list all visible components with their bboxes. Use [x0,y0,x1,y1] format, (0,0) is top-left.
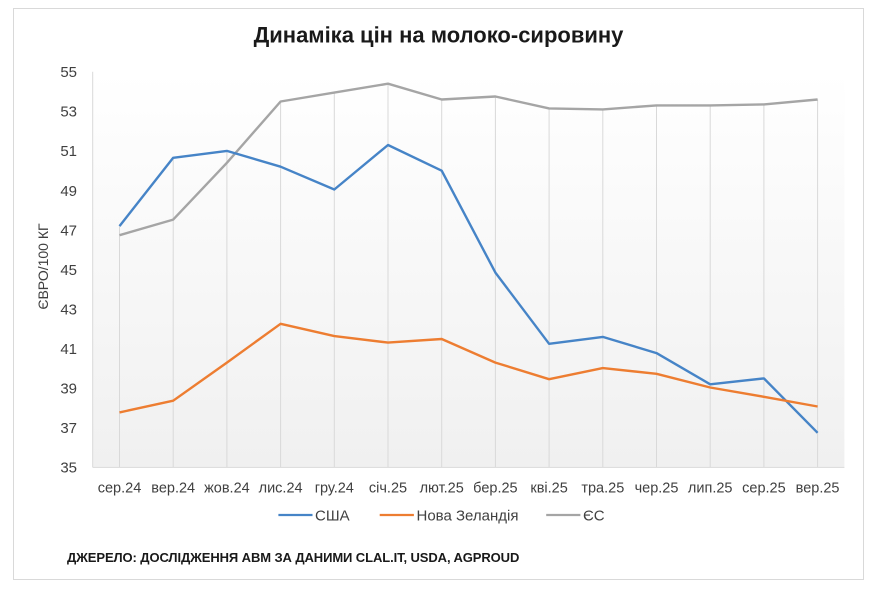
svg-text:41: 41 [60,341,77,358]
svg-text:лип.25: лип.25 [688,481,733,497]
svg-text:жов.24: жов.24 [204,481,250,497]
svg-text:ДЖЕРЕЛО: ДОСЛІДЖЕННЯ АВМ ЗА ДА: ДЖЕРЕЛО: ДОСЛІДЖЕННЯ АВМ ЗА ДАНИМИ CLAL.… [67,550,519,565]
svg-text:США: США [315,507,350,524]
svg-text:Нова Зеландія: Нова Зеландія [417,507,519,524]
svg-text:сер.24: сер.24 [98,481,142,497]
svg-text:тра.25: тра.25 [581,481,624,497]
svg-text:січ.25: січ.25 [369,481,407,497]
svg-text:Динаміка цін на молоко-сировин: Динаміка цін на молоко-сировину [254,23,625,48]
svg-text:чер.25: чер.25 [635,481,679,497]
svg-text:39: 39 [60,381,77,398]
svg-text:ЄС: ЄС [583,507,605,524]
svg-text:бер.25: бер.25 [473,481,517,497]
svg-text:53: 53 [60,104,77,121]
svg-text:35: 35 [60,460,77,477]
svg-text:47: 47 [60,222,77,239]
svg-text:лис.24: лис.24 [259,481,303,497]
svg-text:55: 55 [60,64,77,81]
svg-text:45: 45 [60,262,77,279]
svg-text:кві.25: кві.25 [530,481,567,497]
svg-text:43: 43 [60,302,77,319]
svg-text:ЄВРО/100 КГ: ЄВРО/100 КГ [35,223,51,310]
svg-text:51: 51 [60,143,77,160]
svg-text:49: 49 [60,183,77,200]
svg-text:лют.25: лют.25 [420,481,464,497]
svg-text:сер.25: сер.25 [742,481,786,497]
svg-text:37: 37 [60,420,77,437]
svg-text:вер.25: вер.25 [796,481,840,497]
svg-text:вер.24: вер.24 [151,481,195,497]
svg-text:гру.24: гру.24 [315,481,354,497]
